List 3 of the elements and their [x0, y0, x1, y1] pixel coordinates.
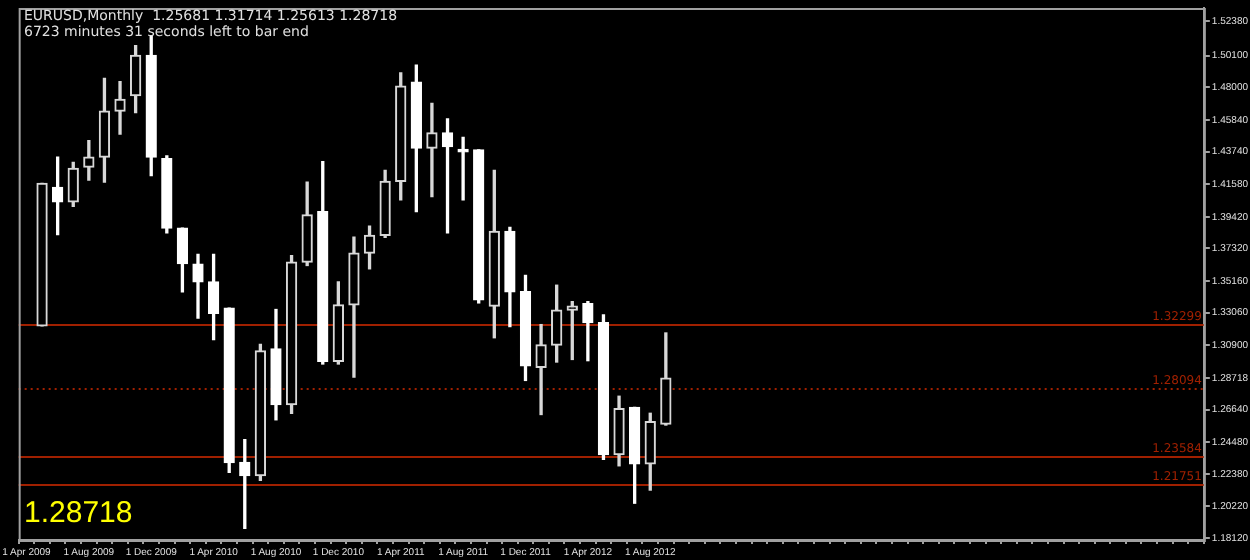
candlestick	[426, 102, 438, 198]
annotation: 1.28718	[24, 496, 133, 530]
candlestick	[114, 80, 126, 135]
